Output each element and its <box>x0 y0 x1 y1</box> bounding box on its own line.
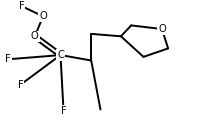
Text: F: F <box>5 54 11 64</box>
Text: F: F <box>60 106 66 116</box>
Text: F: F <box>18 80 23 90</box>
Text: F: F <box>19 1 24 11</box>
Text: O: O <box>39 11 47 21</box>
Text: O: O <box>31 31 39 41</box>
Text: C: C <box>57 50 64 60</box>
Text: O: O <box>157 24 165 34</box>
